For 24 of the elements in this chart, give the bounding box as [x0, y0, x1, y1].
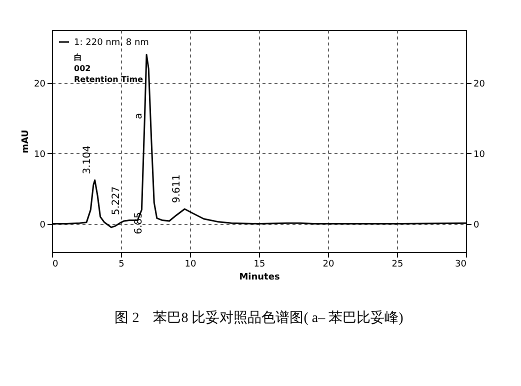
x-tick-label: 10 — [184, 260, 196, 270]
y-tick-label: 10 — [34, 150, 46, 160]
annotation: 白 — [74, 53, 82, 62]
y-axis-title: mAU — [21, 130, 32, 154]
x-tick-label: 25 — [392, 260, 404, 270]
annotation: a — [134, 113, 145, 120]
x-tick-label: 5 — [118, 260, 124, 270]
y2-tick-label: 10 — [474, 150, 486, 160]
x-tick-label: 20 — [322, 260, 334, 270]
x-axis-title: Minutes — [239, 272, 280, 282]
y2-tick-label: 20 — [474, 79, 486, 90]
text: 图 2 苯巴8 比妥对照品色谱图( a– 苯巴比妥峰) — [114, 310, 404, 326]
y2-tick-label: 0 — [474, 220, 480, 230]
annotation: 5.227 — [111, 186, 122, 215]
x-tick-label: 15 — [254, 260, 266, 270]
annotation: 002 — [74, 64, 91, 73]
legend-label: 1: 220 nm, 8 nm — [74, 38, 149, 48]
x-tick-label: 0 — [52, 260, 58, 270]
annotation: 3.104 — [82, 145, 93, 174]
y-tick-label: 20 — [34, 79, 46, 90]
y-tick-label: 0 — [40, 220, 46, 230]
annotation: Retention Time — [74, 75, 144, 84]
x-tick-label: 30 — [455, 260, 467, 270]
annotation: 9.611 — [172, 174, 183, 204]
